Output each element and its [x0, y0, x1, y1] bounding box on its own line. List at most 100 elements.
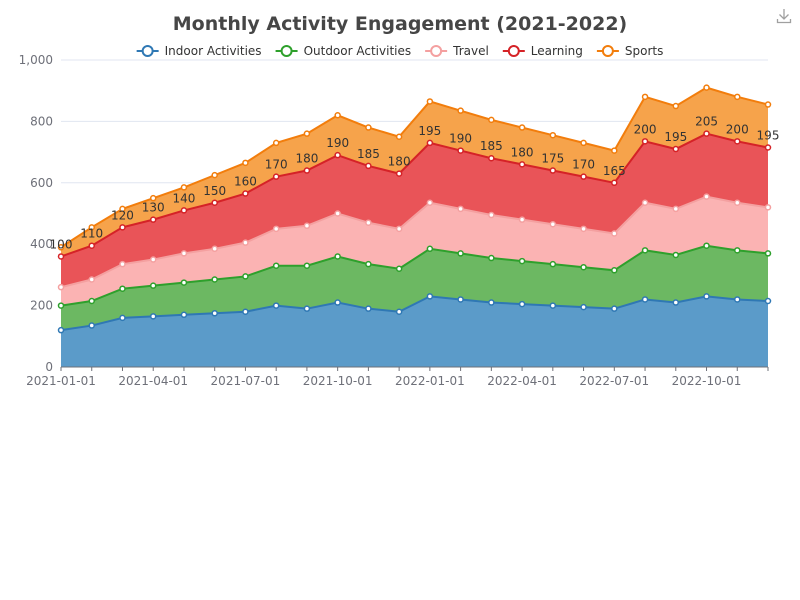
point-outdoor-activities[interactable] [580, 263, 587, 271]
point-sports[interactable] [457, 107, 464, 114]
point-learning[interactable] [303, 167, 311, 174]
point-outdoor-activities[interactable] [88, 297, 95, 305]
point-travel[interactable] [426, 199, 434, 207]
point-sports[interactable] [764, 101, 772, 108]
legend-item-learning[interactable]: Learning [502, 44, 583, 58]
point-indoor-activities[interactable] [518, 300, 526, 308]
point-sports[interactable] [549, 131, 557, 139]
point-learning[interactable] [242, 190, 249, 197]
point-learning[interactable] [672, 145, 680, 153]
point-learning[interactable] [365, 162, 372, 170]
point-indoor-activities[interactable] [734, 296, 741, 303]
point-learning[interactable] [395, 170, 403, 177]
point-travel[interactable] [734, 199, 741, 207]
point-sports[interactable] [242, 159, 249, 167]
point-sports[interactable] [211, 171, 218, 179]
point-sports[interactable] [57, 244, 65, 251]
point-travel[interactable] [365, 219, 372, 226]
point-indoor-activities[interactable] [334, 299, 341, 306]
point-indoor-activities[interactable] [242, 308, 249, 315]
point-travel[interactable] [457, 205, 464, 213]
point-indoor-activities[interactable] [272, 302, 280, 309]
point-learning[interactable] [703, 130, 710, 137]
point-sports[interactable] [149, 194, 157, 202]
point-sports[interactable] [303, 130, 311, 137]
point-outdoor-activities[interactable] [611, 267, 618, 274]
point-learning[interactable] [611, 179, 618, 187]
point-sports[interactable] [334, 112, 341, 119]
legend[interactable]: Indoor Activities Outdoor Activities Trave… [136, 44, 664, 58]
point-indoor-activities[interactable] [488, 299, 495, 306]
point-travel[interactable] [518, 216, 526, 223]
point-outdoor-activities[interactable] [149, 282, 157, 289]
point-outdoor-activities[interactable] [518, 257, 526, 265]
point-travel[interactable] [764, 204, 772, 211]
point-learning[interactable] [57, 253, 65, 260]
point-travel[interactable] [242, 239, 249, 246]
point-indoor-activities[interactable] [549, 302, 557, 309]
point-sports[interactable] [672, 102, 680, 110]
point-indoor-activities[interactable] [457, 296, 464, 303]
point-outdoor-activities[interactable] [211, 276, 218, 283]
point-outdoor-activities[interactable] [703, 242, 710, 249]
point-outdoor-activities[interactable] [488, 254, 495, 262]
point-indoor-activities[interactable] [303, 305, 311, 312]
point-sports[interactable] [641, 93, 649, 101]
point-indoor-activities[interactable] [149, 313, 157, 320]
point-travel[interactable] [119, 260, 126, 268]
point-outdoor-activities[interactable] [764, 250, 772, 257]
point-sports[interactable] [180, 184, 188, 191]
point-indoor-activities[interactable] [764, 297, 772, 305]
point-sports[interactable] [272, 139, 280, 147]
point-travel[interactable] [334, 210, 341, 217]
point-outdoor-activities[interactable] [334, 253, 341, 260]
point-sports[interactable] [365, 124, 372, 131]
legend-item-sports[interactable]: Sports [596, 44, 663, 58]
point-outdoor-activities[interactable] [119, 285, 126, 292]
point-learning[interactable] [180, 207, 188, 214]
point-indoor-activities[interactable] [119, 314, 126, 322]
point-learning[interactable] [641, 138, 649, 145]
point-outdoor-activities[interactable] [180, 279, 188, 286]
point-learning[interactable] [334, 151, 341, 159]
point-sports[interactable] [488, 116, 495, 124]
point-indoor-activities[interactable] [703, 293, 710, 300]
legend-item-indoor-activities[interactable]: Indoor Activities [136, 44, 262, 58]
point-outdoor-activities[interactable] [303, 262, 311, 269]
point-learning[interactable] [734, 138, 741, 145]
point-indoor-activities[interactable] [395, 308, 403, 315]
point-sports[interactable] [88, 224, 95, 231]
point-indoor-activities[interactable] [641, 296, 649, 303]
point-sports[interactable] [426, 98, 434, 105]
point-travel[interactable] [549, 220, 557, 228]
point-outdoor-activities[interactable] [365, 260, 372, 268]
point-learning[interactable] [488, 154, 495, 162]
point-sports[interactable] [119, 205, 126, 213]
point-indoor-activities[interactable] [611, 305, 618, 312]
point-travel[interactable] [672, 205, 680, 213]
point-learning[interactable] [211, 199, 218, 207]
point-indoor-activities[interactable] [88, 322, 95, 329]
point-outdoor-activities[interactable] [57, 302, 65, 309]
point-learning[interactable] [549, 167, 557, 174]
point-indoor-activities[interactable] [426, 293, 434, 300]
point-indoor-activities[interactable] [211, 310, 218, 317]
point-travel[interactable] [57, 283, 65, 291]
point-travel[interactable] [488, 211, 495, 219]
point-indoor-activities[interactable] [57, 326, 65, 334]
point-learning[interactable] [457, 147, 464, 154]
point-travel[interactable] [88, 276, 95, 283]
point-sports[interactable] [580, 139, 587, 147]
point-indoor-activities[interactable] [180, 311, 188, 319]
point-outdoor-activities[interactable] [457, 250, 464, 257]
point-sports[interactable] [395, 133, 403, 140]
point-learning[interactable] [88, 242, 95, 249]
point-sports[interactable] [703, 84, 710, 91]
point-learning[interactable] [764, 144, 772, 151]
download-icon[interactable] [776, 8, 792, 24]
point-travel[interactable] [703, 193, 710, 200]
point-indoor-activities[interactable] [580, 303, 587, 311]
point-outdoor-activities[interactable] [242, 273, 249, 280]
point-learning[interactable] [518, 161, 526, 168]
point-indoor-activities[interactable] [365, 305, 372, 312]
